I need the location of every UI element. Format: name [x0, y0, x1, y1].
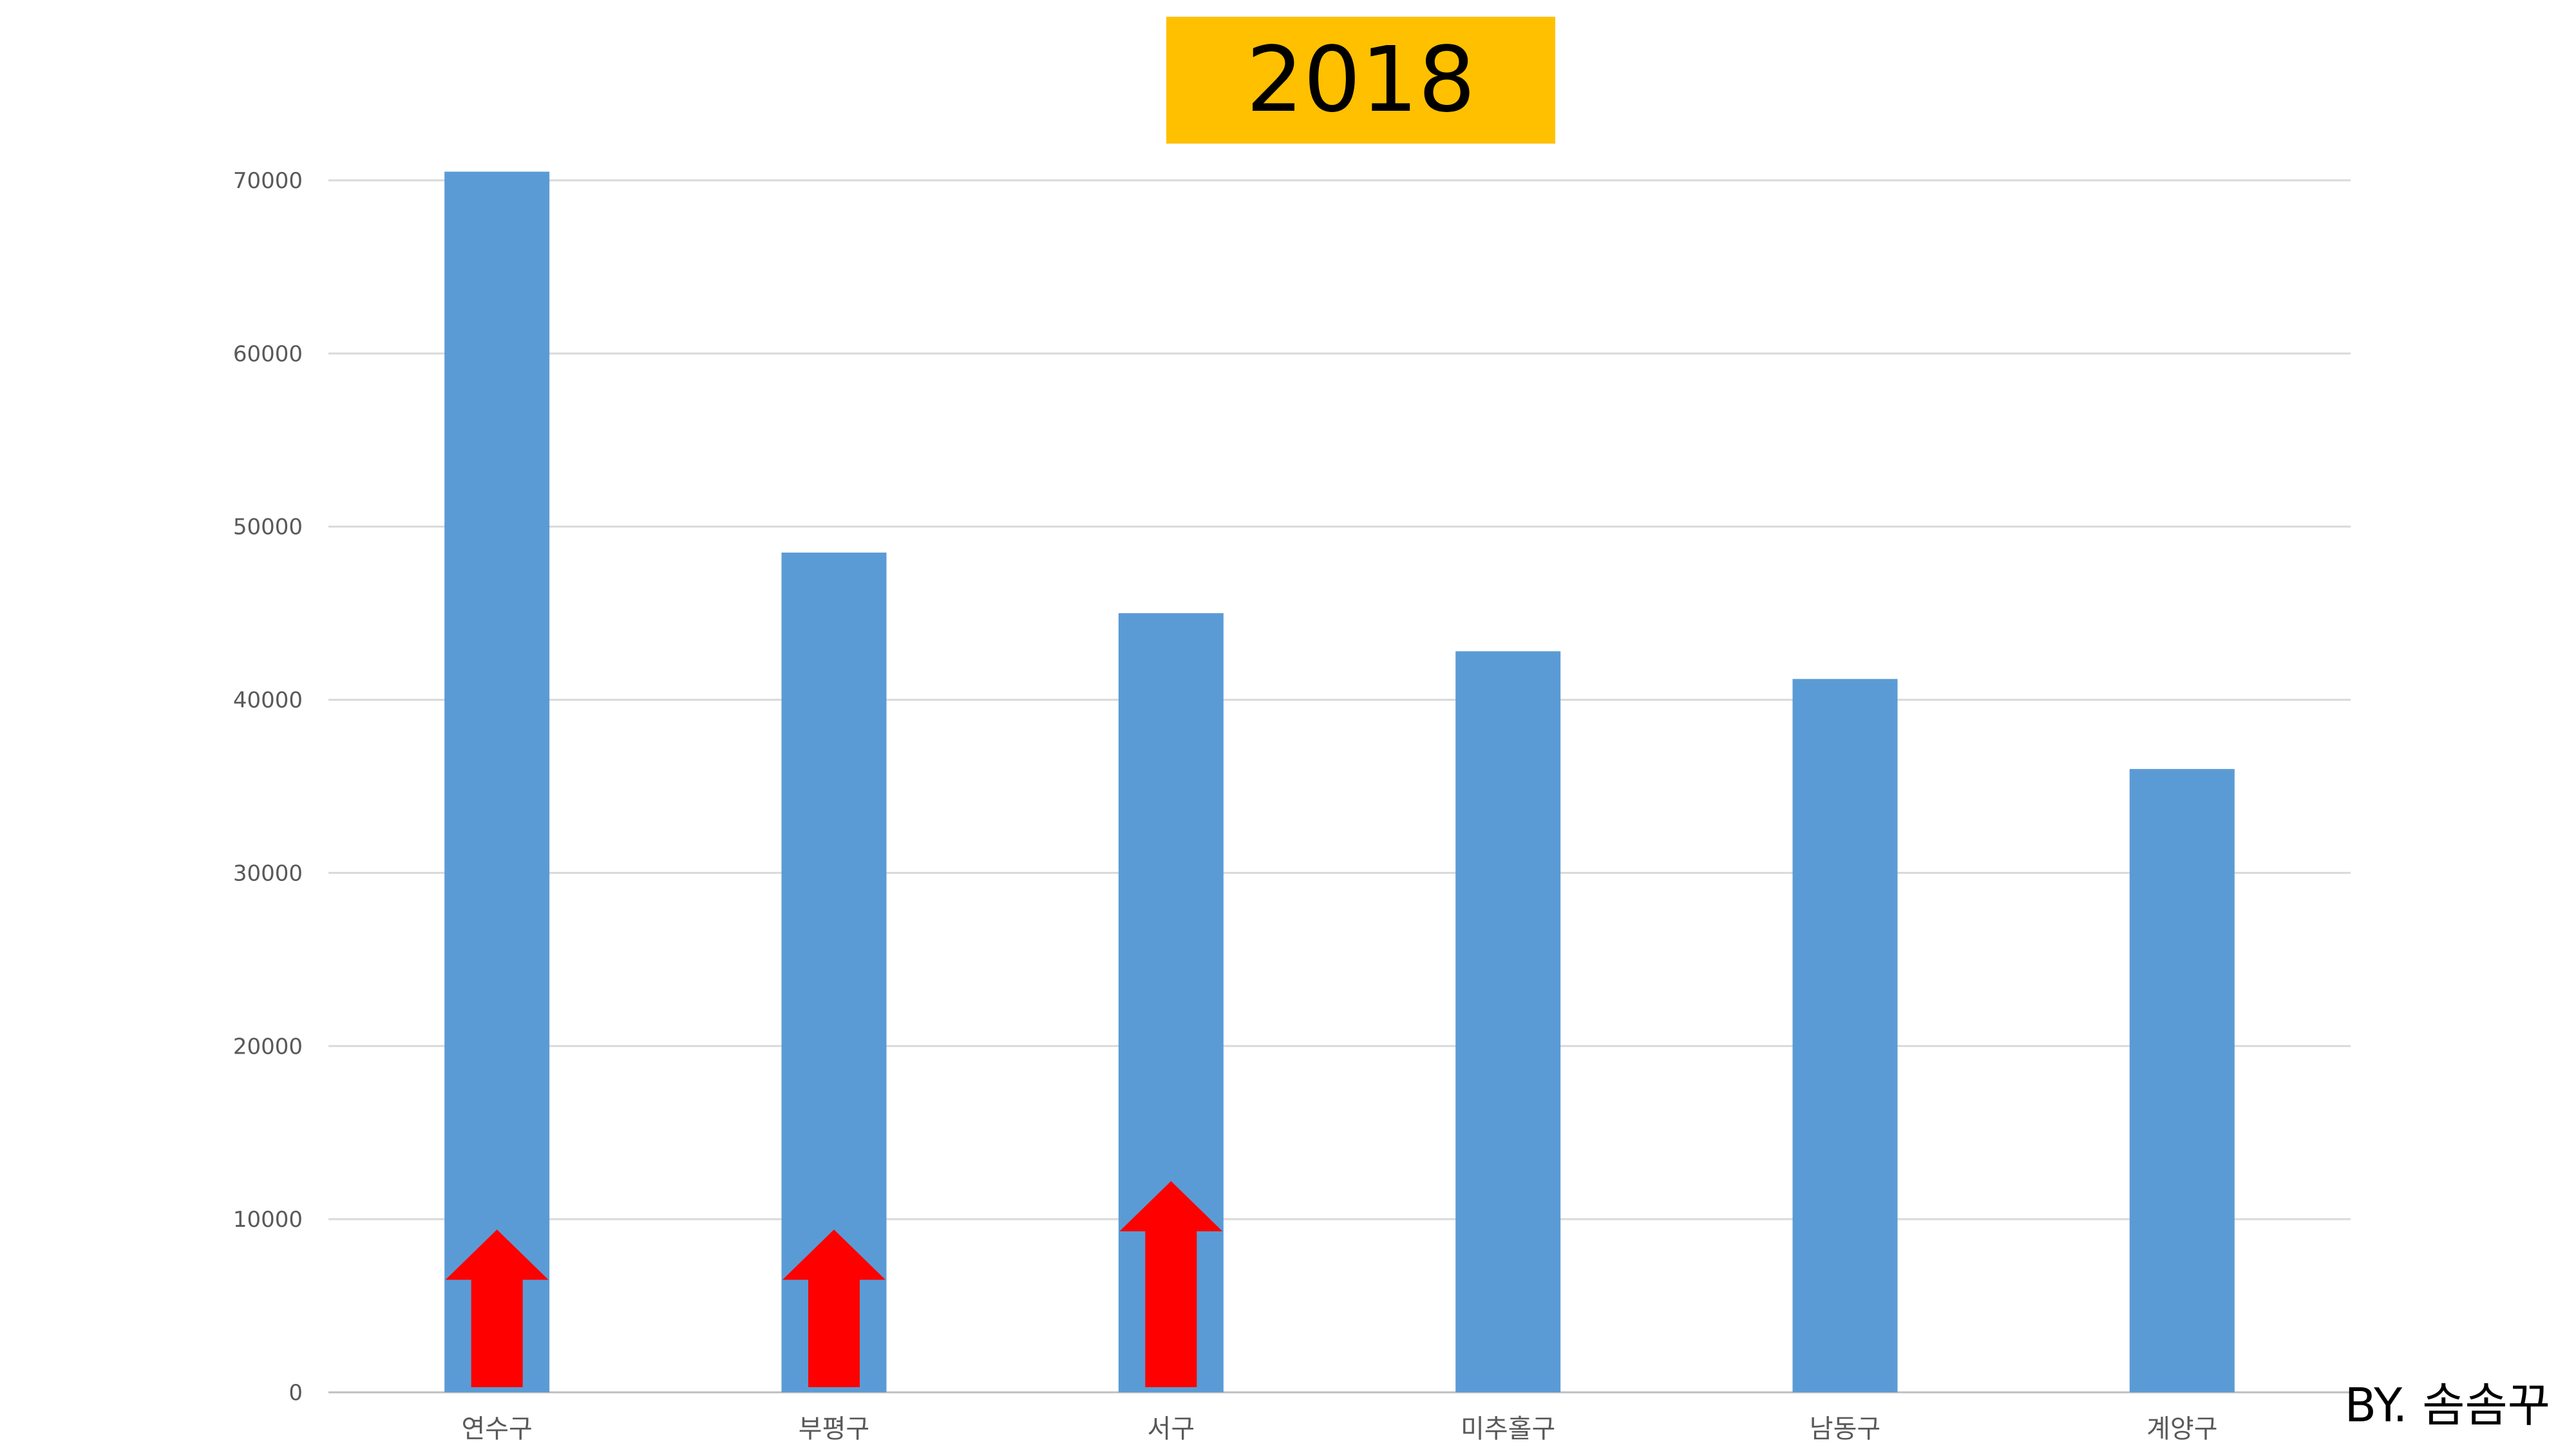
y-tick-label: 0 — [289, 1380, 303, 1406]
bar — [1455, 651, 1561, 1392]
bar — [2129, 769, 2235, 1392]
up-arrow-icon — [445, 1229, 549, 1387]
y-tick-label: 60000 — [233, 341, 303, 367]
x-tick-label: 연수구 — [461, 1414, 532, 1444]
bar — [1792, 679, 1898, 1392]
y-tick-label: 10000 — [233, 1207, 303, 1233]
x-tick-label: 남동구 — [1810, 1414, 1880, 1444]
x-tick-label: 미추홀구 — [1461, 1414, 1555, 1444]
up-arrow-icon — [782, 1229, 886, 1387]
y-tick-label: 20000 — [233, 1034, 303, 1059]
x-tick-label: 계양구 — [2146, 1414, 2217, 1444]
up-arrow-icon — [1119, 1180, 1223, 1387]
bar — [444, 171, 550, 1392]
author-credit: BY. 솜솜꾸 — [2344, 1378, 2550, 1432]
bars — [444, 171, 2235, 1393]
y-tick-label: 40000 — [233, 688, 303, 714]
x-tick-label: 부평구 — [799, 1414, 869, 1444]
chart-title: 2018 — [1245, 27, 1476, 133]
chart-title-box: 2018 — [1166, 17, 1555, 144]
y-tick-label: 70000 — [233, 168, 303, 194]
x-tick-label: 서구 — [1148, 1414, 1195, 1444]
x-axis-labels: 연수구 부평구 서구 미추홀구 남동구 계양구 — [461, 1414, 2217, 1444]
y-tick-label: 50000 — [233, 515, 303, 540]
arrows — [445, 1180, 1223, 1387]
gridlines — [328, 179, 2351, 1394]
y-tick-label: 30000 — [233, 860, 303, 886]
y-axis-ticks: 0 10000 20000 30000 40000 50000 60000 70000 — [233, 168, 303, 1406]
